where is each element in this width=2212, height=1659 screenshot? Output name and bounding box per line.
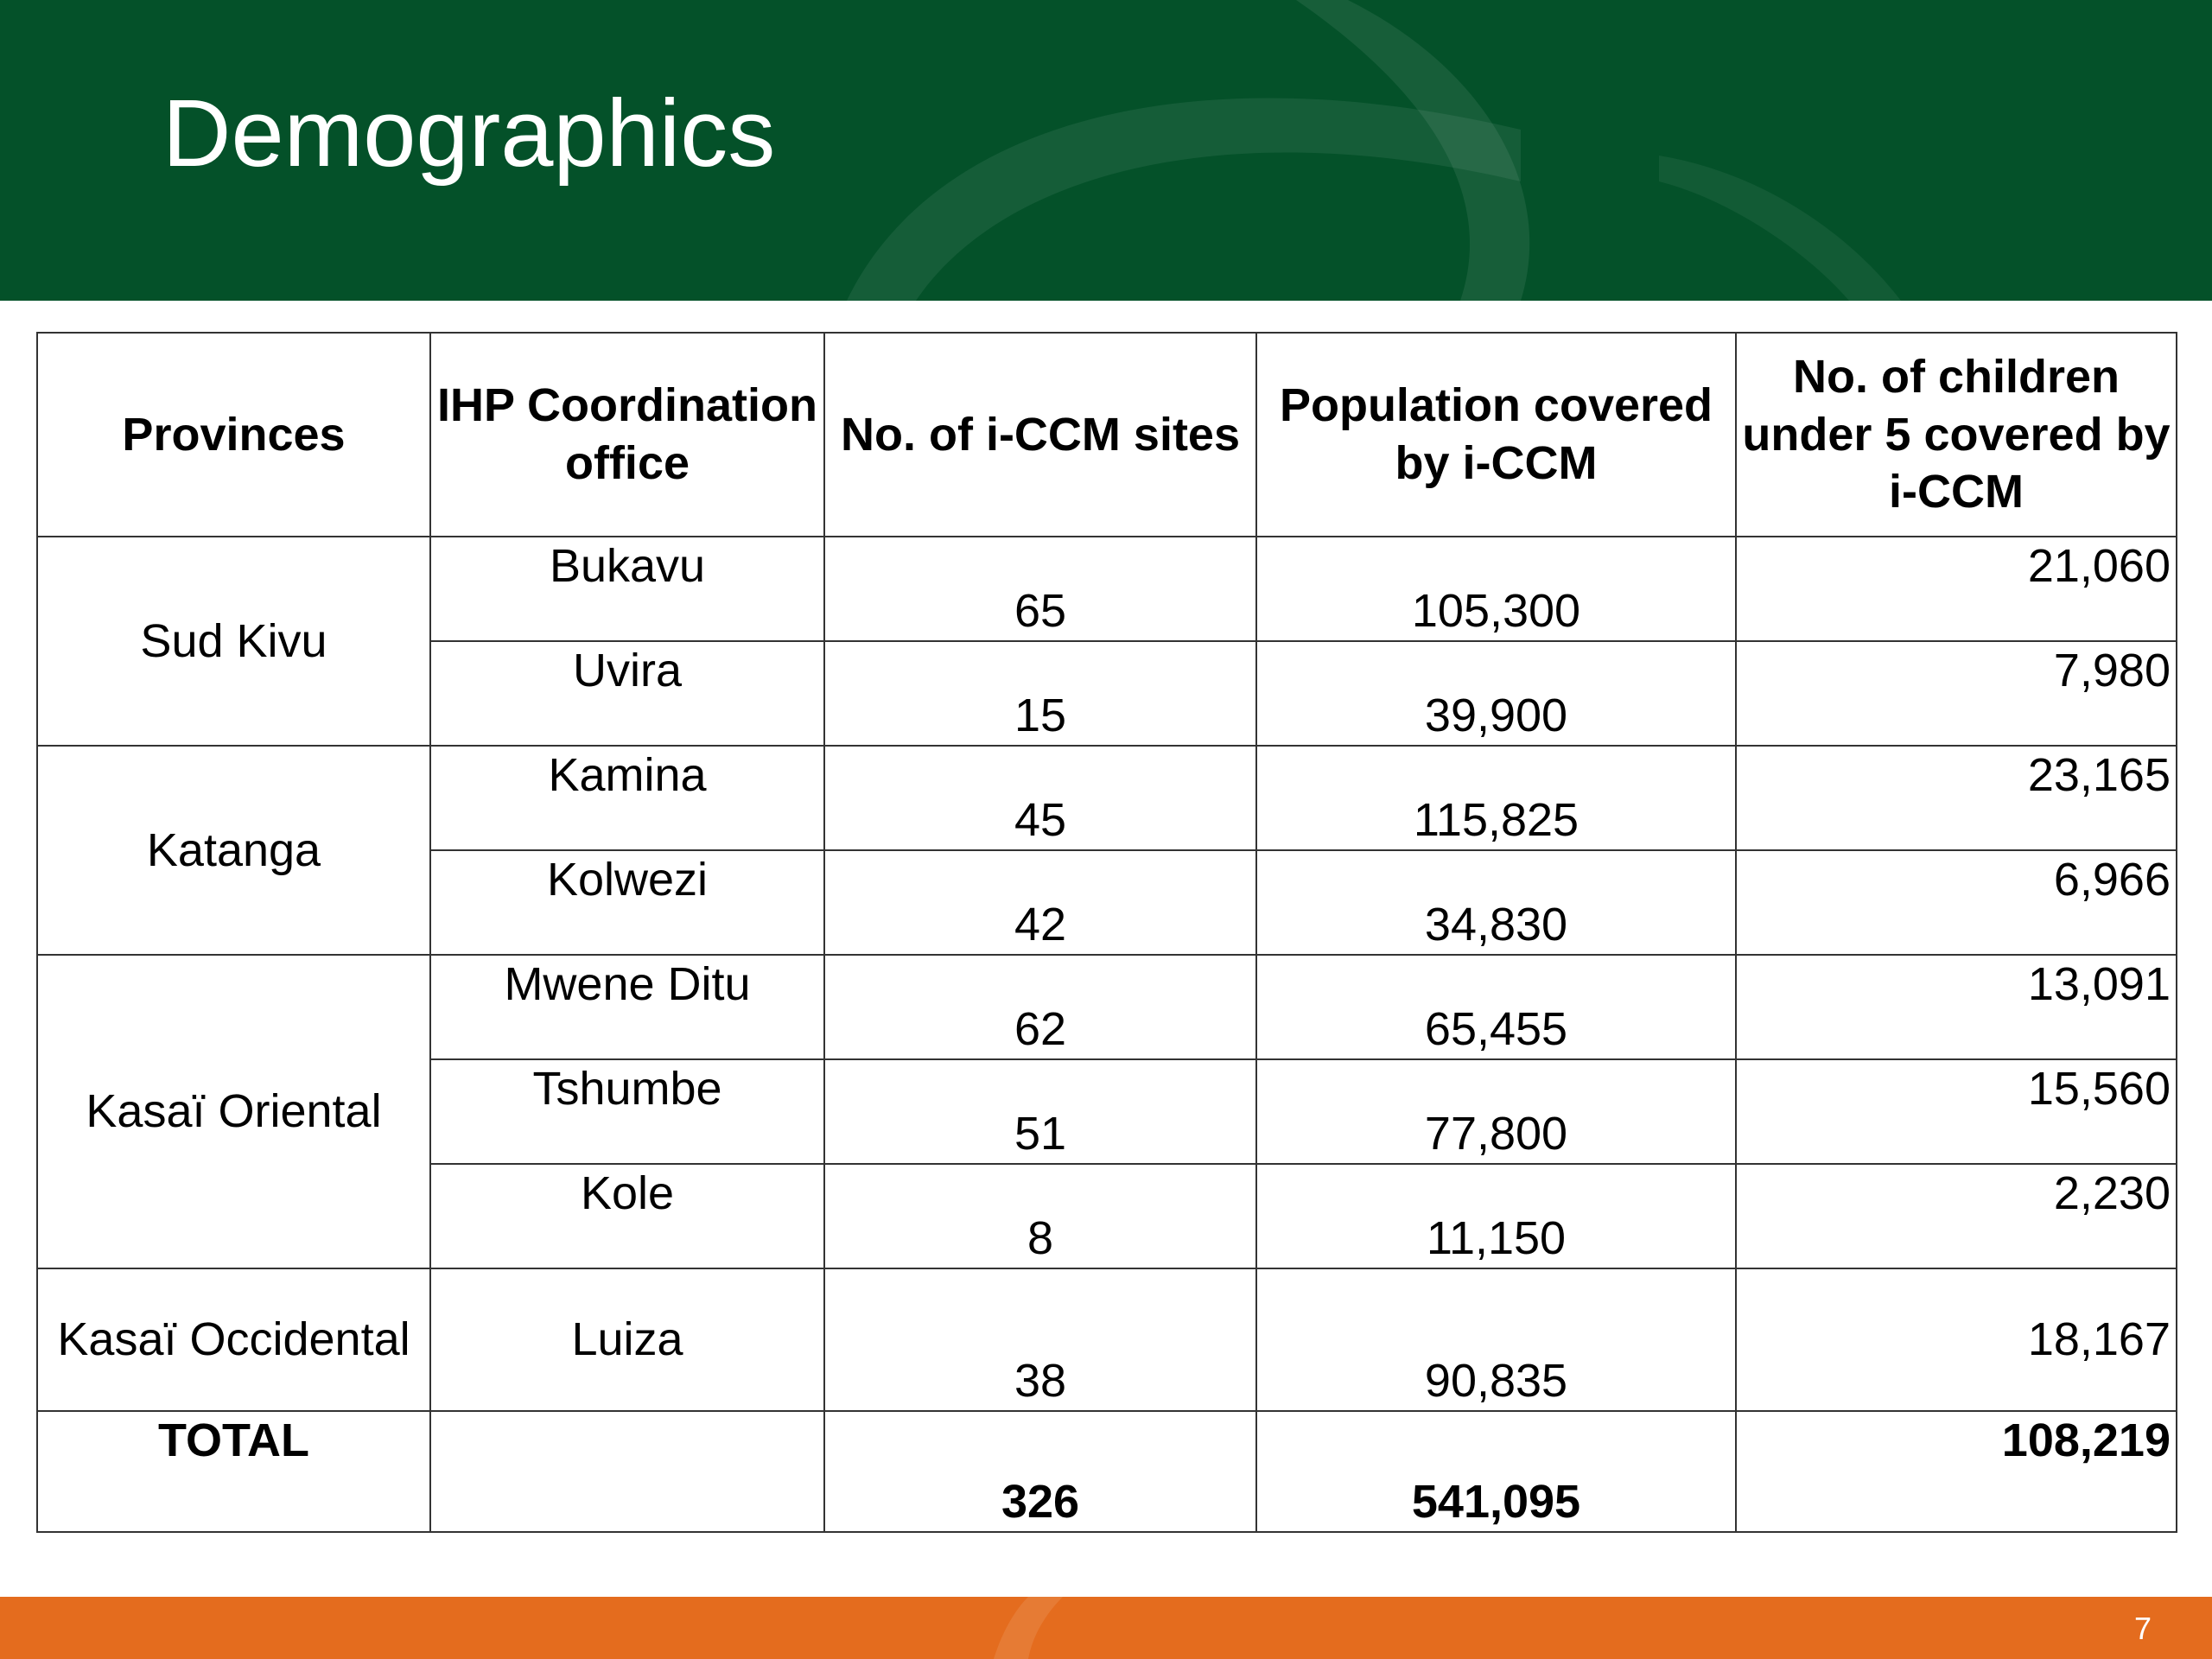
slide-title: Demographics bbox=[162, 80, 776, 187]
header-population: Population covered by i-CCM bbox=[1255, 332, 1737, 537]
table-row: Uvira 15 39,900 7,980 bbox=[37, 640, 2177, 747]
header-children: No. of children under 5 covered by i-CCM bbox=[1735, 332, 2177, 537]
population-cell: 39,900 bbox=[1255, 640, 1737, 747]
office-cell: Kolwezi bbox=[429, 849, 825, 956]
slide-footer: 7 bbox=[0, 1597, 2212, 1659]
office-cell: Uvira bbox=[429, 640, 825, 747]
sites-cell: 15 bbox=[823, 640, 1257, 747]
total-population: 541,095 bbox=[1255, 1410, 1737, 1533]
table-header-row: Provinces IHP Coordination office No. of… bbox=[36, 332, 2177, 537]
population-cell: 105,300 bbox=[1255, 536, 1737, 642]
office-cell: Kole bbox=[429, 1163, 825, 1269]
header-sites: No. of i-CCM sites bbox=[823, 332, 1257, 537]
office-cell: Luiza bbox=[429, 1268, 825, 1412]
sites-cell: 51 bbox=[823, 1058, 1257, 1165]
children-cell: 6,966 bbox=[1735, 849, 2177, 956]
sites-cell: 65 bbox=[823, 536, 1257, 642]
province-cell: Sud Kivu bbox=[36, 536, 431, 747]
sites-cell: 8 bbox=[823, 1163, 1257, 1269]
sites-cell: 62 bbox=[823, 954, 1257, 1060]
table-row: Kasaï Oriental Mwene Ditu 62 65,455 13,0… bbox=[36, 954, 2177, 1269]
total-children: 108,219 bbox=[1735, 1410, 2177, 1533]
population-cell: 77,800 bbox=[1255, 1058, 1737, 1165]
population-cell: 34,830 bbox=[1255, 849, 1737, 956]
province-cell: Kasaï Oriental bbox=[36, 954, 431, 1269]
population-cell: 65,455 bbox=[1255, 954, 1737, 1060]
header-swoosh-decoration bbox=[847, 0, 1901, 301]
office-cell: Tshumbe bbox=[429, 1058, 825, 1165]
population-cell: 90,835 bbox=[1255, 1268, 1737, 1412]
office-cell: Mwene Ditu bbox=[429, 954, 825, 1060]
total-row: TOTAL 326 541,095 108,219 bbox=[36, 1410, 2177, 1533]
children-cell: 7,980 bbox=[1735, 640, 2177, 747]
table-row: Katanga Kamina 45 115,825 23,165 bbox=[36, 745, 2177, 956]
slide-header: Demographics bbox=[0, 0, 2212, 301]
table-row: Sud Kivu Bukavu 65 105,300 21,060 bbox=[36, 536, 2177, 747]
total-label: TOTAL bbox=[36, 1410, 431, 1533]
total-office-cell bbox=[429, 1410, 825, 1533]
page-number: 7 bbox=[2133, 1611, 2152, 1646]
table-row: Kole 8 11,150 2,230 bbox=[37, 1163, 2177, 1269]
population-cell: 11,150 bbox=[1255, 1163, 1737, 1269]
header-office: IHP Coordination office bbox=[429, 332, 825, 537]
table-row: Kasaï Occidental Luiza 38 90,835 18,167 bbox=[36, 1268, 2177, 1412]
sites-cell: 42 bbox=[823, 849, 1257, 956]
table-row: Kolwezi 42 34,830 6,966 bbox=[37, 849, 2177, 956]
children-cell: 2,230 bbox=[1735, 1163, 2177, 1269]
province-cell: Kasaï Occidental bbox=[36, 1268, 431, 1412]
province-cell: Katanga bbox=[36, 745, 431, 956]
children-cell: 21,060 bbox=[1735, 536, 2177, 642]
total-sites: 326 bbox=[823, 1410, 1257, 1533]
children-cell: 18,167 bbox=[1735, 1268, 2177, 1412]
header-provinces: Provinces bbox=[36, 332, 431, 537]
office-cell: Kamina bbox=[429, 745, 825, 851]
sites-cell: 38 bbox=[823, 1268, 1257, 1412]
table-row: Tshumbe 51 77,800 15,560 bbox=[37, 1058, 2177, 1165]
office-cell: Bukavu bbox=[429, 536, 825, 642]
demographics-table: Provinces IHP Coordination office No. of… bbox=[36, 332, 2177, 1533]
children-cell: 13,091 bbox=[1735, 954, 2177, 1060]
population-cell: 115,825 bbox=[1255, 745, 1737, 851]
footer-swoosh-decoration bbox=[994, 1597, 1063, 1659]
sites-cell: 45 bbox=[823, 745, 1257, 851]
children-cell: 15,560 bbox=[1735, 1058, 2177, 1165]
children-cell: 23,165 bbox=[1735, 745, 2177, 851]
